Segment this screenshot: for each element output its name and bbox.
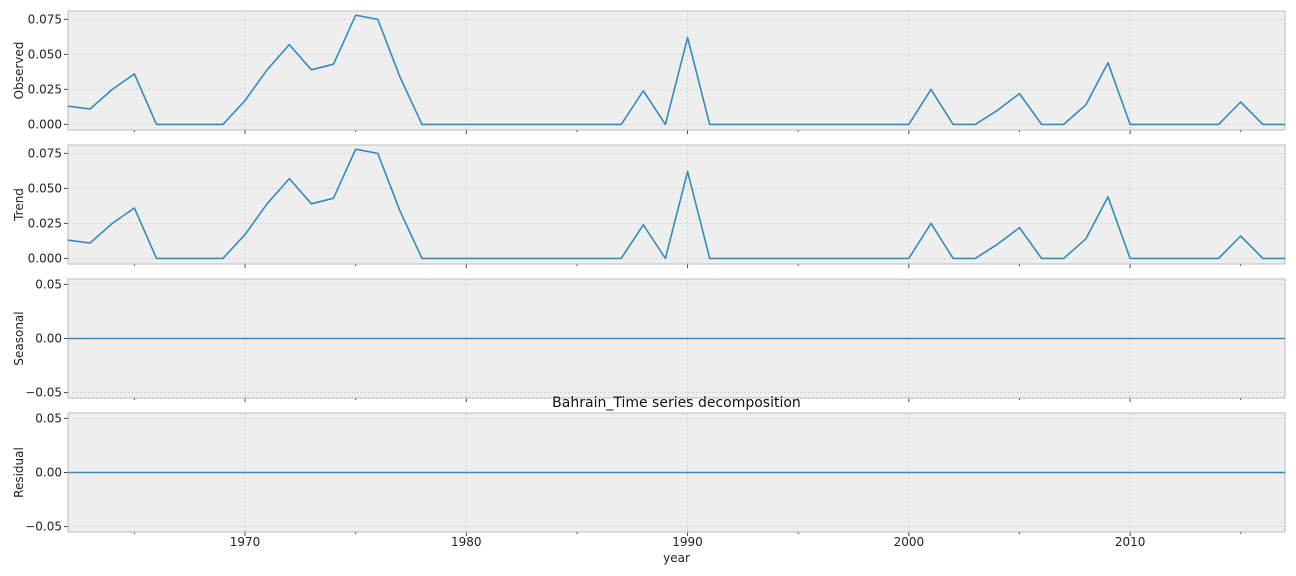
y-tick-label: 0.05 xyxy=(35,411,62,425)
panel-residual: −0.05 0.00 0.05 Residual xyxy=(12,411,1286,536)
y-tick-label: 0.025 xyxy=(28,216,62,230)
panel-trend: 0.000 0.025 0.050 0.075 Trend xyxy=(12,144,1286,268)
y-tick-label: −0.05 xyxy=(25,386,62,400)
panel-seasonal: −0.05 0.00 0.05 Seasonal xyxy=(12,277,1286,402)
y-tick-label: 0.075 xyxy=(28,12,62,26)
y-tick-label: 0.000 xyxy=(28,251,62,265)
plot-frame xyxy=(67,10,1286,131)
y-axis-label: Residual xyxy=(12,447,26,498)
y-tick-label: 0.025 xyxy=(28,82,62,96)
y-tick-label: −0.05 xyxy=(25,520,62,534)
x-tick-label: 1970 xyxy=(230,535,261,549)
y-tick-label: 0.075 xyxy=(28,146,62,160)
plot-frame xyxy=(67,144,1286,265)
x-tick-label: 2000 xyxy=(894,535,925,549)
y-tick-label: 0.000 xyxy=(28,117,62,131)
series-line-trend xyxy=(67,148,1285,260)
x-axis-label: year xyxy=(663,551,690,565)
y-axis-label: Seasonal xyxy=(12,311,26,365)
y-tick-label: 0.050 xyxy=(28,181,62,195)
y-axis-label: Observed xyxy=(12,42,26,100)
plot-background xyxy=(68,145,1285,264)
plot-background xyxy=(68,11,1285,130)
y-tick-label: 0.00 xyxy=(35,332,62,346)
chart-title: Bahrain_Time series decomposition xyxy=(552,395,801,411)
x-tick-label: 1990 xyxy=(672,535,703,549)
y-tick-label: 0.00 xyxy=(35,466,62,480)
x-tick-label: 2010 xyxy=(1115,535,1146,549)
x-tick-label: 1980 xyxy=(451,535,482,549)
y-tick-label: 0.05 xyxy=(35,277,62,291)
y-tick-label: 0.050 xyxy=(28,47,62,61)
panel-observed: 0.000 0.025 0.050 0.075 Observed xyxy=(12,10,1286,134)
series-line-observed xyxy=(67,14,1285,126)
y-axis-label: Trend xyxy=(12,188,26,222)
